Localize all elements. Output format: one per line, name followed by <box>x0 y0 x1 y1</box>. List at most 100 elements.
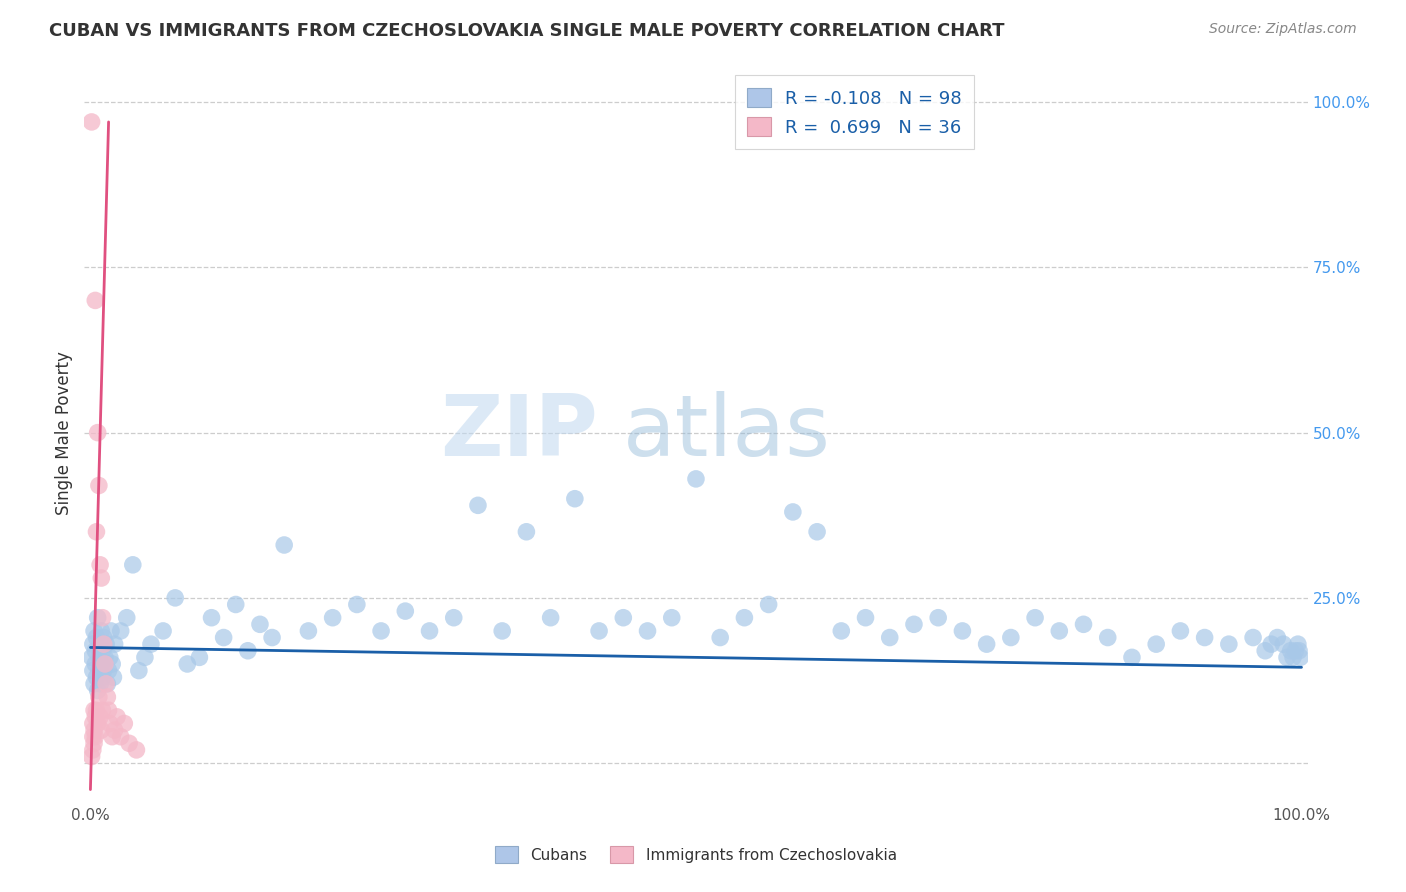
Point <box>685 472 707 486</box>
Point <box>87 664 110 678</box>
Point <box>225 598 247 612</box>
Point <box>176 657 198 671</box>
Point <box>121 558 143 572</box>
Point <box>90 571 112 585</box>
Point <box>86 683 108 698</box>
Point <box>200 611 222 625</box>
Point <box>80 115 103 129</box>
Text: atlas: atlas <box>623 391 831 475</box>
Point <box>236 644 259 658</box>
Text: Source: ZipAtlas.com: Source: ZipAtlas.com <box>1209 22 1357 37</box>
Point <box>110 730 132 744</box>
Point <box>98 716 121 731</box>
Point <box>86 631 108 645</box>
Point <box>782 505 804 519</box>
Point <box>976 637 998 651</box>
Point <box>262 631 284 645</box>
Point <box>1170 624 1192 638</box>
Point <box>84 657 107 671</box>
Point <box>418 624 440 638</box>
Point <box>82 743 104 757</box>
Point <box>89 677 111 691</box>
Point <box>87 690 110 704</box>
Point <box>84 644 107 658</box>
Point <box>84 710 107 724</box>
Text: ZIP: ZIP <box>440 391 598 475</box>
Legend: Cubans, Immigrants from Czechoslovakia: Cubans, Immigrants from Czechoslovakia <box>489 840 903 869</box>
Point <box>91 611 114 625</box>
Point <box>1272 637 1295 651</box>
Point <box>1279 644 1302 658</box>
Point <box>273 538 295 552</box>
Point <box>612 611 634 625</box>
Point <box>394 604 416 618</box>
Point <box>152 624 174 638</box>
Point <box>101 657 124 671</box>
Point <box>1254 644 1277 658</box>
Point <box>1097 631 1119 645</box>
Point <box>927 611 949 625</box>
Point <box>806 524 828 539</box>
Point <box>346 598 368 612</box>
Point <box>90 624 112 638</box>
Point <box>105 710 128 724</box>
Text: CUBAN VS IMMIGRANTS FROM CZECHOSLOVAKIA SINGLE MALE POVERTY CORRELATION CHART: CUBAN VS IMMIGRANTS FROM CZECHOSLOVAKIA … <box>49 22 1005 40</box>
Point <box>83 624 105 638</box>
Point <box>96 677 118 691</box>
Point <box>86 670 108 684</box>
Point <box>1275 650 1298 665</box>
Point <box>83 703 105 717</box>
Point <box>94 650 117 665</box>
Point <box>83 723 105 737</box>
Point <box>96 690 118 704</box>
Point <box>82 730 104 744</box>
Point <box>82 637 104 651</box>
Point <box>212 631 235 645</box>
Point <box>661 611 683 625</box>
Point <box>101 730 124 744</box>
Point <box>112 716 135 731</box>
Point <box>104 637 127 651</box>
Point <box>709 631 731 645</box>
Point <box>165 591 187 605</box>
Point <box>82 716 104 731</box>
Point <box>1284 644 1306 658</box>
Point <box>1144 637 1167 651</box>
Point <box>86 611 108 625</box>
Point <box>588 624 610 638</box>
Point <box>322 611 344 625</box>
Point <box>1265 631 1288 645</box>
Point <box>83 677 105 691</box>
Point <box>93 631 115 645</box>
Point <box>87 478 110 492</box>
Point <box>87 650 110 665</box>
Point <box>188 650 211 665</box>
Point <box>467 499 489 513</box>
Point <box>115 611 138 625</box>
Point <box>86 716 108 731</box>
Point <box>86 425 108 440</box>
Point <box>91 644 114 658</box>
Point <box>94 657 117 671</box>
Point <box>118 736 141 750</box>
Point <box>104 723 127 737</box>
Point <box>82 664 104 678</box>
Point <box>1047 624 1070 638</box>
Point <box>84 293 107 308</box>
Point <box>96 637 118 651</box>
Point <box>97 703 120 717</box>
Point <box>83 736 105 750</box>
Point <box>103 670 125 684</box>
Point <box>1289 650 1312 665</box>
Point <box>1073 617 1095 632</box>
Point <box>637 624 659 638</box>
Point <box>110 624 132 638</box>
Point <box>139 637 162 651</box>
Point <box>90 723 112 737</box>
Point <box>100 624 122 638</box>
Point <box>830 624 852 638</box>
Point <box>903 617 925 632</box>
Point <box>1286 637 1309 651</box>
Point <box>1024 611 1046 625</box>
Point <box>89 558 111 572</box>
